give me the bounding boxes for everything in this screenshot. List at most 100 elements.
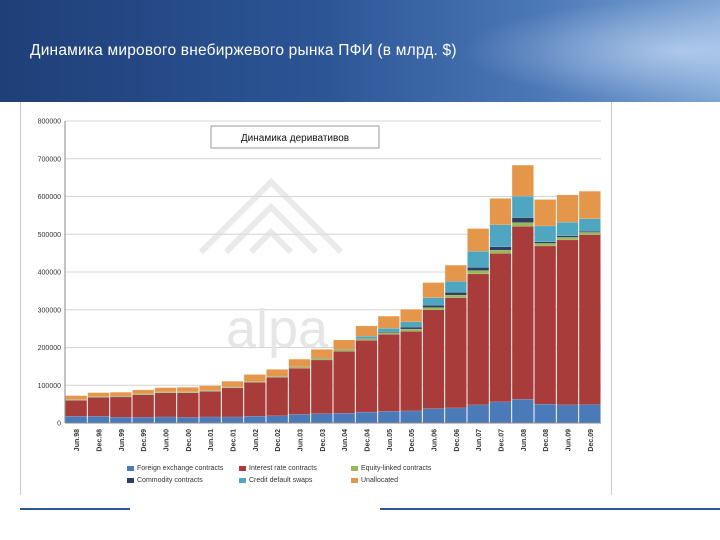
bar-segment [400, 328, 423, 332]
bar-segment [534, 403, 557, 424]
bar-segment [534, 243, 557, 247]
x-tick-label: Dec.03 [320, 429, 327, 452]
bar-segment [444, 294, 467, 298]
bar-segment [176, 387, 199, 393]
bar-segment [444, 297, 467, 409]
bar-segment [65, 395, 88, 400]
bar-segment [578, 218, 601, 232]
bar-segment [422, 307, 445, 310]
grid [65, 120, 601, 424]
bar-segment [288, 359, 311, 367]
derivatives-chart: alpa 0 100000 200000 300000 400000 500000 6000… [38, 119, 601, 452]
y-tick-label: 0 [57, 421, 61, 428]
y-tick-label: 800000 [38, 119, 61, 126]
bar-segment [310, 413, 333, 424]
bar-segment [400, 331, 423, 412]
bar-segment [176, 417, 199, 424]
bar-segment [422, 297, 445, 306]
watermark: alpa [198, 177, 344, 359]
bar-segment [154, 387, 177, 393]
legend-swatch [127, 478, 134, 483]
bar-segment [422, 309, 445, 409]
legend-label: Equity-linked contracts [361, 465, 432, 472]
bar-segment [556, 404, 579, 424]
bar-segment [489, 224, 512, 247]
bar-segment [65, 400, 88, 417]
x-tick-label: Dec.06 [454, 429, 461, 452]
legend-label: Foreign exchange contracts [137, 465, 224, 472]
legend-entry-ir: Interest rate contracts [239, 465, 351, 472]
bar-segment [556, 194, 579, 223]
chart-title: Динамика деривативов [241, 133, 349, 144]
y-tick-label: 600000 [38, 194, 61, 201]
bar-segment [556, 235, 579, 238]
legend-entry-fx: Foreign exchange contracts [127, 465, 239, 472]
chart-frame: alpa 0 100000 200000 300000 400000 500000 6000… [20, 102, 612, 495]
legend-label: Interest rate contracts [249, 465, 317, 472]
legend-label: Credit default swaps [249, 477, 313, 484]
legend-entry-com: Commodity contracts [127, 477, 239, 484]
legend-label: Commodity contracts [137, 477, 203, 484]
legend-swatch [127, 466, 134, 471]
bar-segment [511, 195, 534, 218]
bar-segment [266, 377, 289, 417]
bar-segment [444, 407, 467, 424]
bar-segment [199, 416, 222, 424]
legend-label: Unallocated [361, 477, 398, 484]
bar-segment [578, 232, 601, 235]
legend-swatch [351, 478, 358, 483]
bar-segment [132, 389, 155, 394]
bar-segment [176, 392, 199, 418]
bar-segment [534, 245, 557, 405]
legend-swatch [239, 478, 246, 483]
bar-segment [534, 225, 557, 242]
y-tick-label: 400000 [38, 270, 61, 277]
bar-segment [467, 267, 490, 271]
bar-segment [444, 281, 467, 293]
x-tick-label: Dec.07 [499, 429, 506, 452]
slide-title: Динамика мирового внебиржевого рынка ПФИ… [30, 42, 457, 59]
footer-line-right [380, 508, 720, 510]
x-tick-label: Jun.04 [342, 429, 349, 451]
bar-segment [355, 411, 378, 424]
bar-segment [444, 265, 467, 282]
bars [65, 164, 601, 424]
bar-segment [377, 315, 400, 329]
bar-segment [132, 394, 155, 418]
bar-segment [467, 273, 490, 406]
bar-segment [422, 408, 445, 424]
bar-segment [467, 270, 490, 275]
bar-segment [556, 221, 579, 236]
bar-segment [377, 334, 400, 412]
bar-segment [310, 349, 333, 359]
bar-segment [489, 249, 512, 254]
bar-segment [243, 416, 266, 424]
bar-segment [199, 385, 222, 391]
x-tick-label: Jun.08 [521, 429, 528, 451]
x-tick-label: Dec.09 [588, 429, 595, 452]
bar-segment [511, 222, 534, 227]
bar-segment [400, 326, 423, 330]
bar-segment [333, 349, 356, 352]
bar-segment [310, 359, 333, 414]
y-tick-label: 200000 [38, 345, 61, 352]
chart-title-frame [210, 125, 380, 149]
bar-segment [467, 251, 490, 268]
x-tick-label: Jun.06 [432, 429, 439, 451]
bar-segment [489, 253, 512, 403]
x-tick-label: Jun.01 [208, 429, 215, 451]
bar-segment [132, 417, 155, 424]
header-shine [460, 0, 720, 102]
bar-segment [467, 228, 490, 252]
bar-segment [400, 321, 423, 328]
bar-segment [534, 199, 557, 227]
bar-segment [266, 369, 289, 377]
bar-segment [400, 410, 423, 424]
bar-segment [467, 404, 490, 424]
x-tick-label: Jun.05 [387, 429, 394, 451]
bar-segment [578, 404, 601, 424]
bar-segment [199, 391, 222, 418]
bar-segment [87, 392, 110, 397]
y-tick-label: 100000 [38, 383, 61, 390]
bar-segment [333, 339, 356, 350]
